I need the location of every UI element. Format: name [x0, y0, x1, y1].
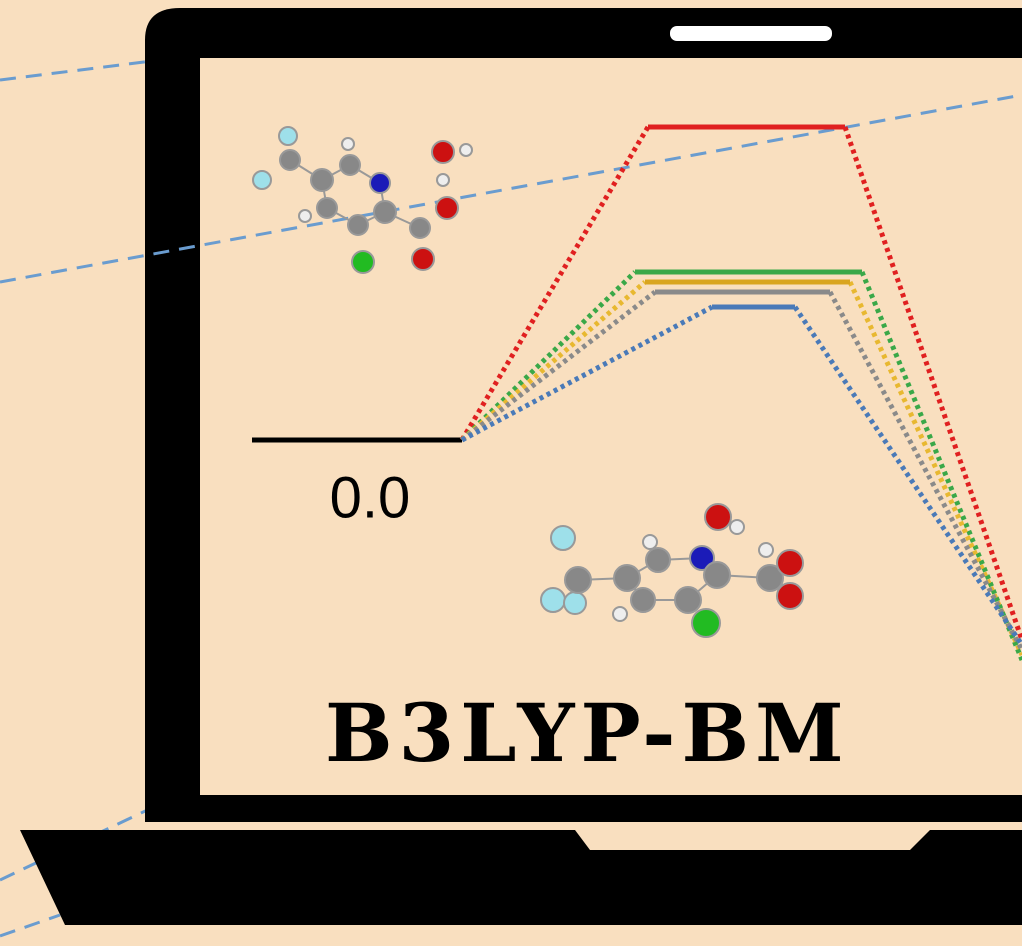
- screen: [200, 58, 1022, 795]
- dashed-line: [0, 913, 61, 938]
- shape: [436, 173, 450, 187]
- shape: [339, 154, 361, 176]
- shape: [411, 247, 435, 271]
- shape: [316, 197, 338, 219]
- shape: [409, 217, 431, 239]
- shape: [278, 126, 298, 146]
- shape: [279, 149, 301, 171]
- dashed-line: [0, 93, 1022, 284]
- connector: [460, 304, 1022, 647]
- connector: [460, 290, 1022, 652]
- shape: [341, 137, 355, 151]
- shape: [540, 587, 566, 613]
- shape: [298, 209, 312, 223]
- shape: [691, 608, 721, 638]
- shape: [630, 587, 656, 613]
- shape: [347, 214, 369, 236]
- shape: [776, 582, 804, 610]
- shape: [252, 170, 272, 190]
- shape: [351, 250, 375, 274]
- laptop-base: [20, 830, 1022, 925]
- energy-label: 0.0: [330, 465, 411, 530]
- shape: [704, 503, 732, 531]
- shape: [689, 545, 715, 571]
- shape: [642, 534, 658, 550]
- shape: [550, 525, 576, 551]
- shape: [703, 561, 731, 589]
- connector: [459, 125, 1022, 641]
- shape: [459, 143, 473, 157]
- method-label: B3LYP-BM: [325, 686, 850, 780]
- shape: [645, 547, 671, 573]
- shape: [310, 168, 334, 192]
- camera-slot: [670, 26, 832, 41]
- shape: [729, 519, 745, 535]
- molecule: [540, 503, 804, 638]
- shape: [756, 564, 784, 592]
- molecule: [252, 126, 473, 274]
- shape: [613, 564, 641, 592]
- shape: [612, 606, 628, 622]
- shape: [435, 196, 459, 220]
- shape: [564, 566, 592, 594]
- shape: [674, 586, 702, 614]
- shape: [776, 549, 804, 577]
- shape: [373, 200, 397, 224]
- shape: [369, 172, 391, 194]
- shape: [758, 542, 774, 558]
- shape: [431, 140, 455, 164]
- shape: [563, 591, 587, 615]
